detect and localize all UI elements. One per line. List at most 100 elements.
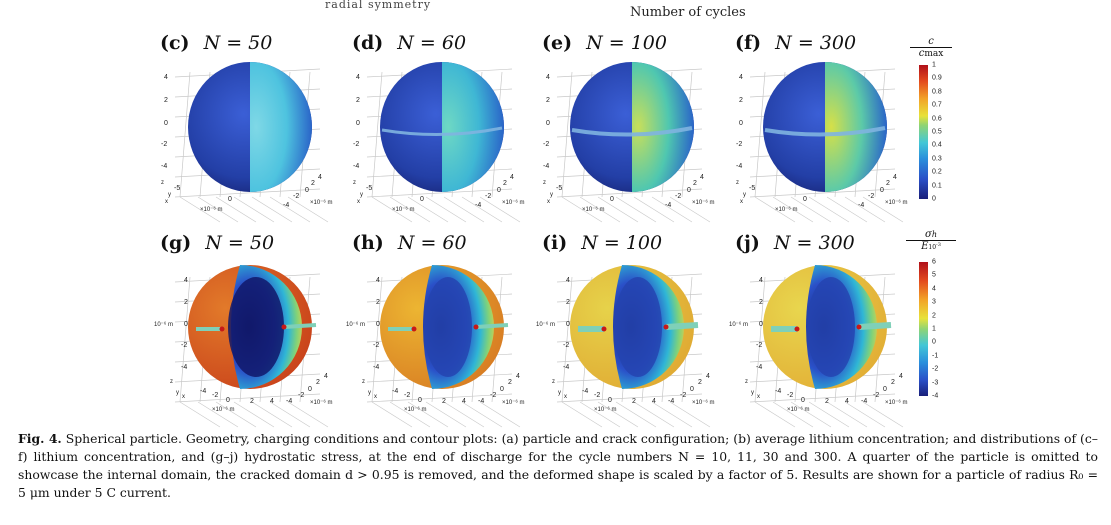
axis-label-y: y [176, 390, 179, 396]
colorbar-tick: -2 [932, 365, 939, 373]
sphere-plot [174, 62, 329, 223]
tick-z: 2 [546, 97, 550, 104]
stress-panel: (g) N = 50 [154, 232, 345, 437]
stress-panel: (h) N = 60 [346, 232, 537, 437]
crack-tip [411, 326, 417, 332]
tick-b: -2 [212, 392, 219, 399]
tick-b: 2 [693, 180, 697, 187]
unit-left: ×10⁻⁶ m [787, 407, 810, 413]
tick-b: 2 [632, 398, 636, 405]
tick-z: -4 [543, 163, 550, 170]
sphere-plot [174, 265, 329, 428]
colorbar-tick: 0.1 [932, 182, 942, 190]
tick-z: 4 [759, 277, 763, 284]
sphere-plot [556, 62, 711, 223]
tick-b: -2 [293, 193, 300, 200]
crack-band [571, 126, 693, 137]
axis-label-x: x [357, 199, 360, 205]
tick-y: -5 [556, 185, 563, 192]
axis-label-x: x [757, 394, 760, 400]
colorbar-tick: 5 [932, 271, 936, 279]
tick-b: 0 [687, 187, 691, 194]
tick-b: 4 [652, 398, 656, 405]
tick-r: 0 [308, 386, 312, 393]
tick-z: -4 [373, 364, 380, 371]
tick-b: -2 [675, 193, 682, 200]
header-radial-symmetry: radial symmetry [325, 0, 432, 11]
tick-z: -4 [161, 163, 168, 170]
unit-left: ×10⁻⁶ m [392, 207, 415, 213]
tick-b: -2 [404, 392, 411, 399]
colorbar-tick: -4 [932, 392, 939, 400]
cut-face-core [807, 277, 855, 377]
crack-band-right [665, 322, 699, 330]
tick-z: -2 [543, 141, 550, 148]
axis-label-z: z [745, 379, 748, 385]
unit-right: ×10⁻⁶ m [310, 200, 333, 206]
colorbar-tick: 4 [932, 285, 936, 293]
panel-label: (i) N = 100 [542, 232, 663, 254]
unit-left: ×10⁻⁶ m [404, 407, 427, 413]
panel-label: (j) N = 300 [735, 232, 855, 254]
tick-r: -2 [298, 392, 305, 399]
tick-r: -2 [873, 392, 880, 399]
tick-z: 0 [739, 120, 743, 127]
particle-cut-face [250, 62, 312, 192]
colorbar-tick: 0.4 [932, 141, 942, 149]
tick-z: 2 [739, 97, 743, 104]
tick-z: -4 [181, 364, 188, 371]
axis-label-x: x [547, 199, 550, 205]
tick-z: -4 [353, 163, 360, 170]
crack-band [381, 126, 503, 137]
tick-r: 2 [698, 379, 702, 386]
tick-x: 0 [803, 196, 807, 203]
tick-z: -2 [181, 342, 188, 349]
caption-fig-label: Fig. 4. [18, 431, 62, 446]
particle-cut-face [442, 62, 504, 192]
tick-z: 4 [164, 74, 168, 81]
tick-x: 0 [610, 196, 614, 203]
axis-label-z: z [552, 379, 555, 385]
tick-b: 0 [880, 187, 884, 194]
tick-r: -4 [861, 398, 868, 405]
crack-band-right [475, 323, 509, 329]
tick-x: 0 [420, 196, 424, 203]
crack-tip [219, 326, 225, 332]
unit-right: ×10⁻⁶ m [885, 400, 908, 406]
concentration-panel: (e) N = 100 4 2 0 -2 - [542, 32, 727, 237]
sphere-plot [366, 62, 521, 223]
tick-b: -4 [283, 202, 290, 209]
caption-text: Spherical particle. Geometry, charging c… [18, 431, 1099, 500]
tick-y: -5 [174, 185, 181, 192]
tick-z: -4 [563, 364, 570, 371]
tick-b: 2 [886, 180, 890, 187]
tick-z: 0 [546, 120, 550, 127]
tick-r: 4 [324, 373, 328, 380]
tick-z: 4 [376, 277, 380, 284]
tick-z: 4 [739, 74, 743, 81]
tick-b: -4 [775, 388, 782, 395]
tick-b: 4 [462, 398, 466, 405]
colorbar-tick: -3 [932, 379, 939, 387]
colorbar-tick: -1 [932, 352, 939, 360]
tick-b: 4 [510, 174, 514, 181]
tick-x: 0 [228, 196, 232, 203]
colorbar-tick: 6 [932, 258, 936, 266]
axis-label-x: x [564, 394, 567, 400]
tick-b: 0 [801, 397, 805, 404]
tick-b: -2 [787, 392, 794, 399]
tick-b: 2 [825, 398, 829, 405]
tick-b: -2 [868, 193, 875, 200]
concentration-panel: (f) N = 300 4 2 0 -2 - [735, 32, 920, 237]
tick-r: 0 [883, 386, 887, 393]
tick-b: -4 [392, 388, 399, 395]
tick-b: 4 [700, 174, 704, 181]
axis-label-z: z [543, 180, 546, 186]
tick-r: 4 [899, 373, 903, 380]
sphere-plot [366, 265, 521, 428]
tick-z: 0 [184, 321, 188, 328]
crack-tip [856, 324, 862, 330]
tick-z: 4 [184, 277, 188, 284]
tick-b: 0 [418, 397, 422, 404]
tick-r: -2 [490, 392, 497, 399]
